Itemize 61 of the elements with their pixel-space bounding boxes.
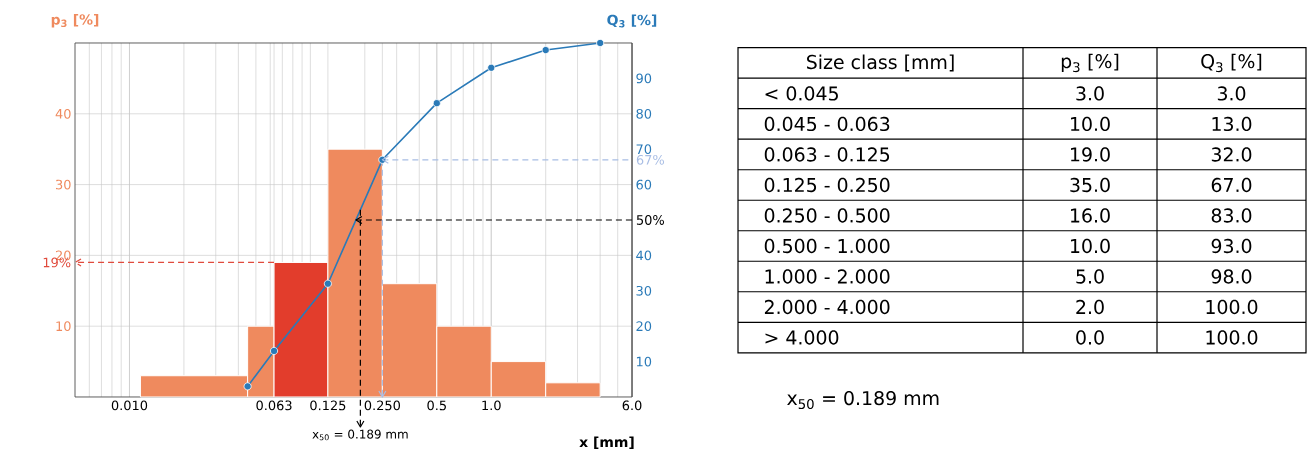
x-tick-label: 0.125 — [310, 400, 346, 411]
text: x$_{50}$ = 0.189 mm — [787, 390, 939, 410]
y2-tick-label: 90 — [636, 73, 652, 84]
y-axis-title: p$_{3}$ [%] — [51, 13, 99, 28]
point — [270, 346, 279, 355]
category-label: 1.000 - 2.000 — [765, 269, 890, 284]
ref-line-label: x$_{50}$ = 0.189 mm — [312, 429, 408, 441]
category-label: 2.000 - 4.000 — [764, 299, 890, 315]
y2-axis-title: Q$_{3}$ [%] — [607, 14, 657, 28]
x-tick-label: 0.250 — [364, 400, 401, 411]
y2-tick-label: 80 — [636, 108, 652, 119]
point — [432, 99, 441, 108]
data-label: 83.0 — [1211, 208, 1252, 223]
category-label: 0.063 - 0.125 — [764, 147, 890, 162]
category-label: > 4.000 — [765, 330, 839, 345]
ref-line-label: 50% — [636, 215, 665, 225]
data-label: 32.0 — [1211, 147, 1252, 162]
y-tick-label: 40 — [55, 108, 71, 119]
data-label: 67.0 — [1211, 177, 1252, 193]
point — [323, 279, 332, 288]
y2-tick-label: 70 — [636, 144, 652, 155]
data-label: 3.0 — [1217, 86, 1246, 101]
data-label: 100.0 — [1206, 330, 1258, 345]
data-label: 19.0 — [1071, 147, 1110, 162]
ref-line-label: 67% — [636, 154, 665, 165]
point — [487, 63, 496, 72]
data-label: 10.0 — [1071, 116, 1110, 132]
data-label: 100.0 — [1206, 299, 1258, 315]
y2-tick-label: 20 — [636, 321, 652, 332]
x-axis-title: x [mm] — [579, 436, 634, 449]
data-label: 5.0 — [1076, 269, 1104, 284]
y2-tick-label: 10 — [636, 356, 652, 367]
x-tick-label: 1.0 — [482, 400, 501, 411]
data-label: 2.0 — [1076, 299, 1104, 315]
data-label: 0.0 — [1076, 330, 1104, 345]
x-tick-label: 0.063 — [256, 400, 292, 411]
text: Q$_{3}$ [%] — [1201, 53, 1262, 73]
data-label: 98.0 — [1211, 269, 1252, 284]
data-label: 35.0 — [1070, 177, 1110, 193]
text: p$_{3}$ [%] — [1061, 53, 1119, 73]
y2-tick-label: 30 — [636, 285, 652, 296]
category-label: 0.125 - 0.250 — [764, 177, 890, 193]
data-label: 93.0 — [1211, 238, 1252, 254]
data-label: 16.0 — [1071, 208, 1110, 223]
data-label: 10.0 — [1071, 238, 1110, 254]
text: Size class [mm] — [806, 54, 954, 72]
y-tick-label: 10 — [56, 321, 71, 332]
x-tick-label: 6.0 — [622, 400, 642, 411]
point — [596, 38, 605, 47]
category-label: 0.250 - 0.500 — [764, 208, 890, 223]
category-label: 0.500 - 1.000 — [764, 238, 890, 254]
data-label: 13.0 — [1212, 116, 1252, 132]
y2-tick-label: 40 — [636, 250, 652, 261]
x-tick-label: 0.5 — [427, 400, 446, 411]
y-tick-label: 30 — [56, 179, 71, 190]
x-tick-label: 0.010 — [111, 400, 148, 411]
point — [541, 46, 550, 55]
category-label: 0.045 - 0.063 — [764, 116, 890, 132]
category-label: < 0.045 — [765, 86, 838, 101]
y2-tick-label: 60 — [636, 179, 652, 190]
data-label: 3.0 — [1076, 86, 1104, 101]
